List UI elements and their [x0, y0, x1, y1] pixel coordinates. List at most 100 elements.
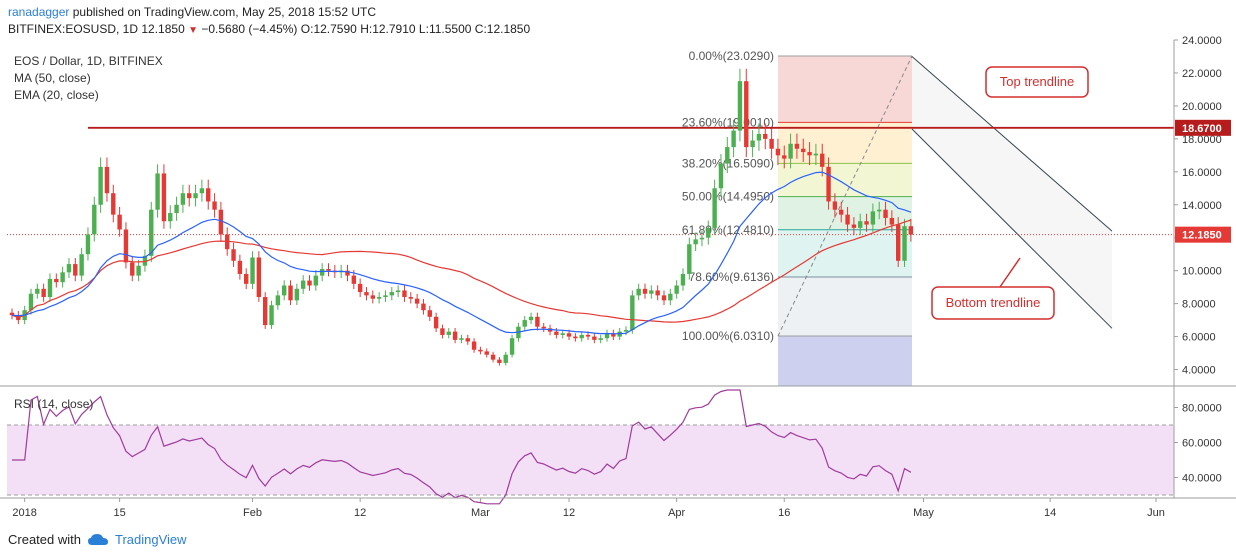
candle-body	[244, 273, 249, 284]
legend-title: EOS / Dollar, 1D, BITFINEX	[14, 54, 163, 68]
candle-body	[364, 292, 369, 296]
candle-body	[237, 260, 243, 274]
candle-body	[351, 275, 357, 284]
candle-body	[79, 254, 84, 276]
candle-body	[85, 234, 91, 255]
symbol-label: BITFINEX:EOSUSD, 1D	[8, 22, 139, 36]
published-text: published on TradingView.com, May 25, 20…	[72, 5, 377, 19]
bottom-trendline-pointer	[999, 257, 1021, 288]
candle-body	[433, 316, 439, 329]
candle-body	[174, 204, 179, 213]
price-tick-label: 10.0000	[1182, 266, 1222, 278]
candle-body	[288, 285, 293, 301]
candle-body	[820, 153, 825, 167]
candle-body	[598, 338, 603, 340]
fib-level-label: 100.00%(6.0310)	[682, 329, 774, 343]
open-label: O:	[300, 22, 314, 36]
candle-body	[687, 244, 692, 274]
time-tick-label: May	[913, 507, 934, 519]
candle-body	[503, 354, 508, 363]
candle-body	[149, 209, 154, 256]
footer: Created with TradingView	[8, 532, 187, 547]
candle-body	[794, 143, 800, 149]
time-tick-label: Apr	[668, 507, 685, 519]
author-link[interactable]: ranadagger	[8, 5, 70, 19]
candle-body	[459, 338, 464, 340]
last-price-tag: 12.1850	[1182, 230, 1222, 242]
candle-body	[155, 173, 160, 210]
candle-body	[769, 138, 774, 149]
legend-ema: EMA (20, close)	[14, 88, 99, 102]
candle-body	[427, 310, 432, 317]
candle-body	[864, 221, 869, 225]
ohlc-line: BITFINEX:EOSUSD, 1D 12.1850 ▼ −0.5680 (−…	[8, 22, 530, 36]
candle-body	[402, 290, 407, 298]
time-tick-label: 12	[354, 507, 366, 519]
candle-body	[357, 283, 363, 293]
fib-zone	[778, 163, 912, 197]
candle-body	[712, 188, 717, 228]
fib-level-label: 78.60%(9.6136)	[689, 270, 774, 284]
fib-level-label: 23.60%(19.0010)	[682, 115, 774, 129]
candle-body	[117, 214, 122, 230]
time-tick-label: 15	[113, 507, 125, 519]
candle-body	[896, 224, 901, 261]
candle-body	[54, 278, 59, 283]
price-tick-label: 24.0000	[1182, 35, 1222, 47]
candle-body	[136, 265, 141, 276]
price-tick-label: 14.0000	[1182, 200, 1222, 212]
rsi-tick-label: 40.0000	[1182, 473, 1222, 485]
candle-body	[623, 329, 629, 332]
candle-body	[585, 334, 591, 337]
candle-body	[383, 295, 388, 298]
time-tick-label: Feb	[243, 507, 262, 519]
candle-body	[655, 290, 660, 296]
candle-body	[858, 221, 863, 228]
top-trendline	[911, 56, 1113, 232]
candle-body	[611, 333, 616, 337]
candle-body	[73, 264, 78, 276]
candle-body	[104, 166, 110, 194]
fib-zone	[778, 336, 912, 386]
candle-body	[294, 288, 300, 301]
rsi-line	[12, 389, 912, 505]
candle-body	[541, 326, 546, 329]
top-trendline-label: Top trendline	[1000, 74, 1074, 89]
candle-body	[275, 295, 281, 306]
candle-body	[307, 280, 312, 286]
close-label: C:	[474, 22, 487, 36]
candle-body	[845, 214, 850, 225]
candle-body	[706, 227, 711, 238]
candle-body	[41, 288, 46, 298]
candle-body	[98, 166, 103, 205]
last-price: 12.1850	[141, 22, 185, 36]
rsi-pane[interactable]	[7, 389, 1174, 505]
candle-body	[744, 81, 749, 148]
high-label: H:	[360, 22, 373, 36]
price-tick-label: 6.0000	[1182, 332, 1216, 344]
candle-body	[579, 334, 584, 339]
time-tick-label: Jun	[1147, 507, 1165, 519]
price-tick-label: 18.0000	[1182, 134, 1222, 146]
candle-body	[35, 288, 40, 294]
time-tick-label: Mar	[471, 507, 490, 519]
price-pane[interactable]: 0.00%(23.0290)23.60%(19.0010)38.20%(16.5…	[7, 49, 1174, 386]
candle-body	[535, 316, 540, 327]
candle-body	[870, 211, 876, 225]
low-value: 11.5500	[428, 22, 472, 36]
candle-body	[9, 312, 15, 316]
tradingview-brand-link[interactable]: TradingView	[114, 532, 187, 547]
candle-body	[832, 201, 838, 210]
publish-line: ranadagger published on TradingView.com,…	[8, 5, 376, 19]
candle-body	[668, 293, 673, 301]
candle-body	[440, 328, 445, 335]
candle-body	[47, 278, 53, 298]
candle-body	[452, 331, 458, 340]
candle-body	[60, 272, 65, 283]
fib-zone	[778, 122, 912, 164]
candle-body	[497, 359, 502, 363]
candle-body	[693, 239, 698, 245]
high-value: 12.7910	[372, 22, 416, 36]
top-trendline-box	[985, 66, 1089, 98]
